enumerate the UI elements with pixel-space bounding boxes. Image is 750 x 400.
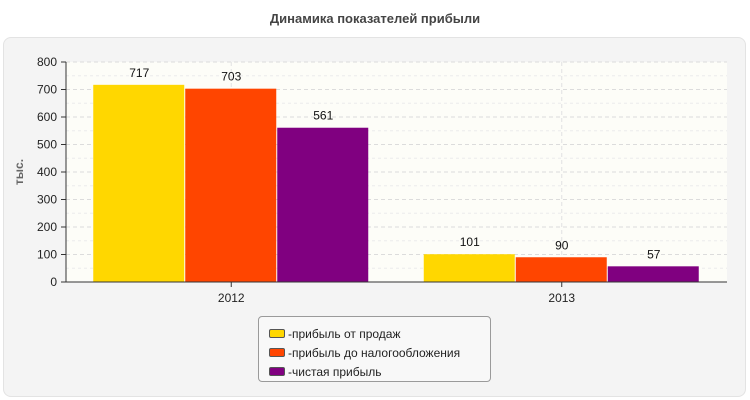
bar-2012-series-3 — [277, 127, 369, 282]
legend-swatch-series-1 — [269, 329, 285, 338]
y-tick-label: 100 — [37, 248, 57, 262]
y-tick-label: 300 — [37, 193, 57, 207]
chart-title: Динамика показателей прибыли — [269, 11, 481, 26]
y-tick-label: 0 — [50, 275, 57, 289]
chart-legend: - прибыль от продаж - прибыль до налогоо… — [258, 316, 491, 382]
y-tick-label: 200 — [37, 220, 57, 234]
bar-2012-series-2 — [185, 88, 277, 282]
x-tick-label-2013: 2013 — [548, 291, 575, 305]
y-axis-title: тыс. — [12, 159, 26, 185]
bar-2013-series-3 — [607, 266, 699, 282]
legend-prefix: - — [288, 326, 292, 341]
legend-prefix: - — [288, 345, 292, 360]
data-label-2012-series-3: 561 — [313, 109, 333, 123]
x-tick-label-2012: 2012 — [218, 291, 245, 305]
y-tick-label: 600 — [37, 110, 57, 124]
bar-2013-series-2 — [515, 257, 607, 282]
legend-prefix: - — [288, 364, 292, 379]
bar-2012-series-1 — [93, 84, 185, 282]
legend-item-series-3: - чистая прибыль — [269, 362, 490, 381]
legend-label-series-1: прибыль от продаж — [292, 326, 401, 341]
y-tick-label: 500 — [37, 138, 57, 152]
legend-item-series-2: - прибыль до налогообложения — [269, 343, 490, 362]
data-label-2012-series-2: 703 — [221, 70, 241, 84]
y-tick-label: 400 — [37, 165, 57, 179]
data-label-2013-series-3: 57 — [647, 247, 661, 261]
data-label-2013-series-2: 90 — [555, 238, 569, 252]
legend-label-series-3: чистая прибыль — [292, 364, 382, 379]
legend-swatch-series-2 — [269, 348, 285, 357]
bar-2013-series-1 — [423, 254, 515, 282]
data-label-2012-series-1: 717 — [129, 66, 149, 80]
legend-label-series-2: прибыль до налогообложения — [292, 345, 461, 360]
y-tick-label: 700 — [37, 83, 57, 97]
legend-swatch-series-3 — [269, 367, 285, 376]
y-tick-label: 800 — [37, 55, 57, 69]
data-label-2013-series-1: 101 — [460, 235, 480, 249]
legend-item-series-1: - прибыль от продаж — [269, 324, 490, 343]
